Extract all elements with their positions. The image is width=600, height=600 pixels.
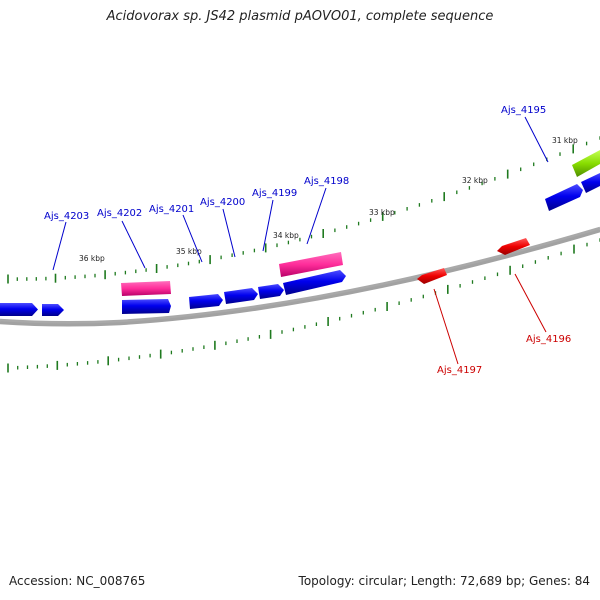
ruler-label-33kbp: 33 kbp xyxy=(369,208,395,217)
ruler-label-32kbp: 32 kbp xyxy=(462,176,488,185)
gene-label-ajs-4201[interactable]: Ajs_4201 xyxy=(149,204,194,215)
gene-arrow-ajs-4201[interactable] xyxy=(189,294,223,309)
gene-label-ajs-4198[interactable]: Ajs_4198 xyxy=(304,176,349,187)
gene-label-ajs-4200[interactable]: Ajs_4200 xyxy=(200,197,245,208)
gene-label-ajs-4203[interactable]: Ajs_4203 xyxy=(44,211,89,222)
map-title: Acidovorax sp. JS42 plasmid pAOVO01, com… xyxy=(106,9,494,24)
feature-bar-ajs-4195[interactable] xyxy=(572,150,600,177)
gene-label-ajs-4195[interactable]: Ajs_4195 xyxy=(501,105,546,116)
ruler-label-34kbp: 34 kbp xyxy=(273,231,299,240)
reverse-features xyxy=(417,238,530,284)
backbone-shadow xyxy=(0,227,600,327)
gene-arrow-ajs-4199[interactable] xyxy=(258,284,284,299)
gene-label-ajs-4197[interactable]: Ajs_4197 xyxy=(437,365,482,376)
gene-label-ajs-4199[interactable]: Ajs_4199 xyxy=(252,188,297,199)
accession-label: Accession: NC_008765 xyxy=(9,574,146,588)
gene-arrow-ajs-4198[interactable] xyxy=(283,270,346,295)
topology-summary: Topology: circular; Length: 72,689 bp; G… xyxy=(298,574,590,588)
gene-arrow-ajs-4195[interactable] xyxy=(545,184,583,211)
gene-arrow-right-edge[interactable] xyxy=(581,173,600,193)
gene-arrow-ajs-4196[interactable] xyxy=(497,238,530,255)
forward-leader-lines xyxy=(52,116,549,271)
tick-marks xyxy=(7,136,600,373)
gene-label-ajs-4196[interactable]: Ajs_4196 xyxy=(526,334,571,345)
ruler-label-36kbp: 36 kbp xyxy=(79,254,105,263)
gene-label-ajs-4202[interactable]: Ajs_4202 xyxy=(97,208,142,219)
reverse-leader-lines xyxy=(433,273,547,365)
feature-bar-ajs-4202[interactable] xyxy=(121,281,171,296)
forward-features xyxy=(0,150,600,316)
gene-arrow-ajs-4197[interactable] xyxy=(417,268,447,284)
gene-arrow-ajs-4200[interactable] xyxy=(224,288,258,304)
feature-bar-ajs-4198[interactable] xyxy=(279,252,343,277)
gene-arrow-left-edge[interactable] xyxy=(0,303,38,316)
gene-arrow-ajs-4202[interactable] xyxy=(122,299,171,314)
ruler-label-31kbp: 31 kbp xyxy=(552,136,578,145)
ruler-label-35kbp: 35 kbp xyxy=(176,247,202,256)
gene-arrow-ajs-4203[interactable] xyxy=(42,304,64,316)
backbone xyxy=(0,226,600,324)
